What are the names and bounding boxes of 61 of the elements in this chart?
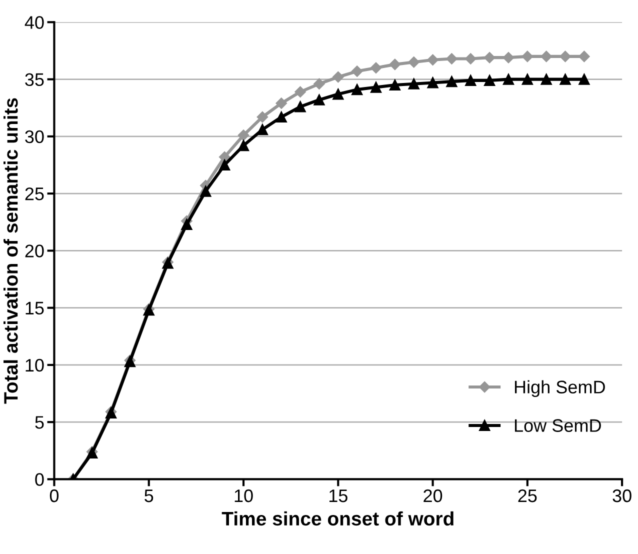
- x-tick-label: 5: [144, 490, 154, 502]
- point: [408, 56, 420, 68]
- point: [578, 50, 590, 62]
- x-tick-label: 0: [50, 489, 59, 502]
- point: [332, 71, 344, 83]
- point: [294, 101, 306, 112]
- point: [332, 88, 344, 100]
- point: [389, 79, 400, 91]
- point: [446, 53, 458, 64]
- legend-label: High SemD: [514, 380, 605, 398]
- y-tick-label: 30: [25, 130, 44, 144]
- point: [465, 74, 476, 86]
- point: [427, 54, 438, 66]
- point: [578, 74, 590, 85]
- x-tick-label: 20: [424, 489, 442, 502]
- point: [502, 52, 514, 64]
- point: [314, 78, 325, 90]
- point: [484, 74, 496, 86]
- legend-label: Low SemD: [514, 419, 601, 432]
- y-axis-title: Total activation of semantic units: [4, 98, 18, 404]
- point: [560, 74, 571, 85]
- y-tick-label: 40: [24, 16, 44, 29]
- point: [238, 130, 250, 141]
- point: [276, 111, 287, 123]
- x-tick-label: 10: [234, 489, 253, 502]
- point: [352, 84, 363, 96]
- point: [540, 50, 552, 62]
- point: [560, 50, 571, 62]
- point: [522, 74, 533, 85]
- y-tick-label: 20: [25, 244, 44, 258]
- point: [256, 111, 268, 123]
- point: [502, 74, 514, 85]
- point: [200, 186, 212, 197]
- x-tick-label: 15: [329, 490, 348, 502]
- point: [276, 98, 287, 109]
- y-tick-label: 10: [26, 358, 44, 372]
- x-tick-label: 30: [612, 489, 632, 502]
- y-tick-label: 35: [25, 73, 44, 86]
- point: [389, 58, 401, 70]
- point: [408, 78, 420, 90]
- y-tick-label: 5: [35, 416, 44, 429]
- point: [238, 140, 250, 152]
- y-tick-label: 0: [35, 473, 44, 486]
- point: [370, 82, 382, 93]
- point: [522, 50, 534, 62]
- point: [314, 94, 325, 106]
- y-tick-label: 25: [25, 187, 44, 200]
- point: [181, 218, 192, 230]
- point: [219, 159, 230, 171]
- point: [370, 62, 382, 74]
- point: [465, 53, 476, 64]
- point: [446, 76, 458, 88]
- y-tick-label: 15: [26, 302, 44, 315]
- point: [427, 77, 438, 88]
- point: [484, 52, 496, 64]
- point: [351, 66, 363, 77]
- point: [294, 86, 306, 98]
- point: [256, 124, 268, 136]
- x-tick-label: 25: [518, 489, 537, 502]
- point: [540, 74, 552, 85]
- x-axis-title: Time since onset of word: [222, 511, 454, 526]
